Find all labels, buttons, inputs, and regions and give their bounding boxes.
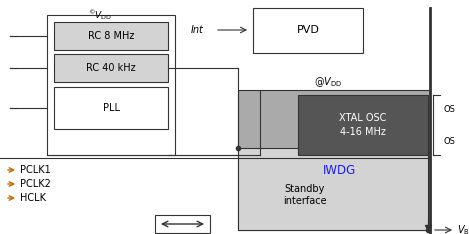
Text: RC 8 MHz: RC 8 MHz [88, 31, 134, 41]
Bar [47, 15, 175, 155]
Bar [54, 87, 168, 129]
Text: PLL: PLL [103, 103, 120, 113]
Text: Int: Int [191, 25, 204, 35]
Bar [54, 54, 168, 82]
Bar [238, 90, 430, 230]
Text: OS: OS [443, 138, 455, 146]
Bar [238, 148, 428, 230]
Bar [253, 8, 363, 53]
Text: $@V_{\rm DD}$: $@V_{\rm DD}$ [314, 75, 342, 89]
Text: Standby
interface: Standby interface [283, 184, 327, 206]
Text: OS: OS [443, 106, 455, 114]
Text: RC 40 kHz: RC 40 kHz [86, 63, 136, 73]
Text: PCLK1: PCLK1 [20, 165, 51, 175]
Bar [298, 95, 428, 155]
Text: PVD: PVD [296, 25, 319, 35]
Text: $V_{\rm B}$: $V_{\rm B}$ [457, 223, 469, 234]
Text: IWDG: IWDG [323, 164, 356, 176]
Text: XTAL OSC
4-16 MHz: XTAL OSC 4-16 MHz [339, 113, 386, 137]
Text: $^{\copyright}$V$_{\rm DD}$: $^{\copyright}$V$_{\rm DD}$ [88, 8, 112, 22]
Bar [54, 22, 168, 50]
Text: PCLK2: PCLK2 [20, 179, 51, 189]
Text: HCLK: HCLK [20, 193, 46, 203]
Bar [155, 215, 210, 233]
